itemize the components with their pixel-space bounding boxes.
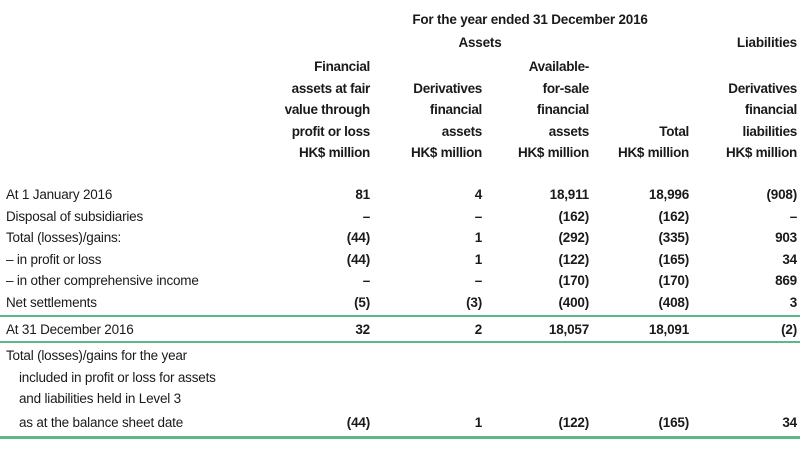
cell-value: (165) [658,251,689,267]
note-values-row: as at the balance sheet date (44) 1 (122… [0,412,800,434]
column-header-line: assets [548,123,590,139]
table-row: At 1 January 2016 81 4 18,911 18,996 (90… [0,184,800,206]
cell-value: (44) [346,230,370,245]
row-label: – in other comprehensive income [6,273,199,288]
liabilities-heading: Liabilities [736,35,797,50]
column-header-line: HK$ million [411,145,482,160]
cell-value: 869 [775,273,797,288]
cell-value: 34 [782,251,797,267]
cell-value: 81 [355,187,370,202]
column-header-line: assets [441,123,483,139]
row-label: Disposal of subsidiaries [6,208,144,224]
cell-value: – [789,208,798,224]
column-header-line: Total [659,123,689,139]
cell-value: – [474,208,483,224]
cell-value: 18,057 [548,322,589,337]
cell-value: (908) [766,187,797,202]
cell-value: – [474,273,483,288]
cell-value: (2) [781,322,797,337]
cell-value: – [362,273,371,288]
column-header-line: HK$ million [518,145,589,160]
column-header-line: financial [429,102,482,117]
cell-value: (170) [658,273,689,288]
note-line: included in profit or loss for assets [19,369,216,385]
column-header-line: HK$ million [299,145,370,160]
column-header-line: financial [536,102,589,117]
table-row: – in profit or loss (44) 1 (122) (165) 3… [0,249,800,271]
cell-value: 18,091 [648,322,689,337]
column-header-line: financial [744,102,797,117]
cell-value: (44) [346,415,370,430]
cell-value: (5) [354,294,370,310]
column-header-afs-assets: Available- for-sale financial assets HK$… [469,56,589,164]
note-line: and liabilities held in Level 3 [19,391,181,406]
cell-value: (44) [346,251,370,267]
cell-value: (170) [558,273,589,288]
cell-value: (162) [558,208,589,224]
column-header-line: Derivatives [728,80,797,96]
table-row: Total (losses)/gains: (44) 1 (292) (335)… [0,227,800,249]
cell-value: 1 [474,251,483,267]
cell-value: 32 [355,322,370,337]
row-label: Total (losses)/gains: [6,230,122,245]
cell-value: 1 [474,230,483,245]
column-header-line: HK$ million [618,145,689,160]
column-header-derivative-liabilities: Derivatives financial liabilities HK$ mi… [677,78,797,164]
assets-heading: Assets [458,35,502,50]
cell-value: (408) [658,294,689,310]
note-line: as at the balance sheet date [19,415,184,430]
column-header-line: Financial [314,59,370,74]
column-header-line: value through [284,102,371,117]
cell-value: 34 [782,415,797,430]
cell-value: (122) [558,251,589,267]
cell-value: 18,911 [549,187,590,202]
cell-value: 1 [474,415,483,430]
column-header-line: profit or loss [291,123,371,139]
cell-value: (335) [658,230,689,245]
cell-value: (122) [558,415,589,430]
cell-value: 18,996 [648,187,689,202]
column-header-total: Total HK$ million [569,121,689,164]
row-label: At 31 December 2016 [6,322,134,337]
cell-value: 903 [775,230,797,245]
divider-rule [0,341,800,343]
cell-value: (162) [658,208,689,224]
bottom-rule [0,436,800,439]
cell-value: 2 [474,322,483,337]
column-header-line: assets at fair [291,80,371,96]
cell-value: (400) [558,294,589,310]
period-heading: For the year ended 31 December 2016 [412,12,648,27]
column-header-line: Derivatives [413,80,482,96]
row-label: At 1 January 2016 [6,187,113,202]
cell-value: (292) [558,230,589,245]
cell-value: (165) [658,415,689,430]
table-row: – in other comprehensive income – – (170… [0,270,800,292]
column-header-line: Available- [528,59,590,74]
column-header-derivative-assets: Derivatives financial assets HK$ million [362,78,482,164]
column-header-line: for-sale [542,80,590,96]
column-header-fvtpl: Financial assets at fair value through p… [250,56,371,164]
row-label: Net settlements [6,294,97,310]
cell-value: – [362,208,371,224]
table-row: Disposal of subsidiaries – – (162) (162)… [0,206,800,228]
cell-value: 3 [789,294,798,310]
closing-balance-row: At 31 December 2016 32 2 18,057 18,091 (… [0,319,800,341]
table-row: Net settlements (5) (3) (400) (408) 3 [0,292,800,314]
column-header-line: HK$ million [726,145,797,160]
column-header-line: liabilities [742,123,798,139]
note-line: Total (losses)/gains for the year [6,348,187,363]
cell-value: 4 [474,187,483,202]
row-label: – in profit or loss [6,251,102,267]
divider-rule [0,315,800,317]
cell-value: (3) [466,294,482,310]
